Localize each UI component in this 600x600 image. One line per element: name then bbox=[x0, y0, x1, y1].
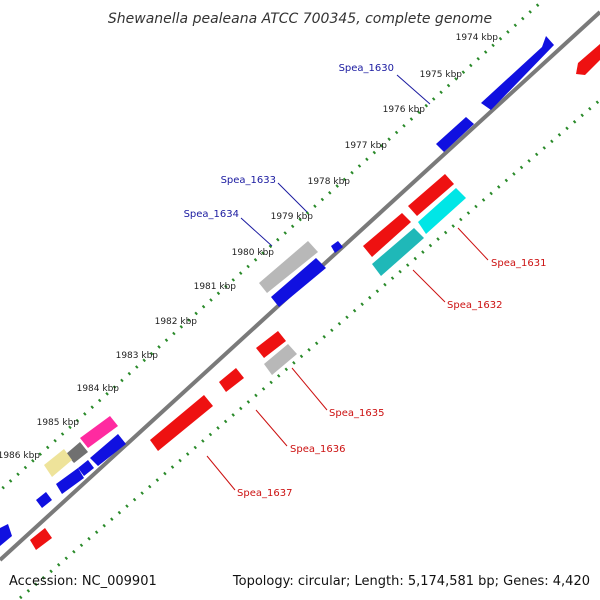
tick-label: 1984 kbp bbox=[77, 384, 120, 394]
gene-arrow[interactable] bbox=[44, 449, 72, 477]
leader-line bbox=[240, 217, 273, 247]
tick-label: 1985 kbp bbox=[37, 418, 80, 428]
map-title: Shewanella pealeana ATCC 700345, complet… bbox=[108, 11, 492, 27]
leader-line bbox=[457, 227, 489, 261]
gene-arrow[interactable] bbox=[363, 213, 411, 257]
tick-label: 1982 kbp bbox=[155, 317, 198, 327]
gene-arrow[interactable] bbox=[408, 174, 454, 216]
gene-arrow[interactable] bbox=[271, 258, 326, 307]
gene-arrow[interactable] bbox=[219, 368, 244, 392]
tick-labels: 1974 kbp 1975 kbp 1976 kbp 1977 kbp 1978… bbox=[0, 33, 498, 461]
gene-arrow[interactable] bbox=[0, 524, 12, 546]
gene-arrow[interactable] bbox=[90, 434, 126, 466]
topology-text: Topology: circular; Length: 5,174,581 bp… bbox=[232, 574, 590, 589]
forward-strand-genes bbox=[0, 36, 554, 546]
gene-arrow[interactable] bbox=[80, 416, 118, 448]
tick-label: 1977 kbp bbox=[345, 141, 388, 151]
tick-label: 1976 kbp bbox=[383, 105, 426, 115]
gene-label-spea-1631[interactable]: Spea_1631 bbox=[491, 258, 546, 269]
gene-arrow[interactable] bbox=[331, 241, 343, 253]
tick-label: 1974 kbp bbox=[456, 33, 499, 43]
gene-arrow[interactable] bbox=[264, 344, 297, 375]
gene-label-spea-1636[interactable]: Spea_1636 bbox=[290, 444, 345, 455]
leader-line bbox=[255, 409, 288, 447]
gene-arrow[interactable] bbox=[150, 395, 213, 451]
gene-label-spea-1632[interactable]: Spea_1632 bbox=[447, 300, 502, 311]
tick-label: 1983 kbp bbox=[116, 351, 159, 361]
gene-arrow[interactable] bbox=[36, 492, 52, 508]
gene-label-spea-1637[interactable]: Spea_1637 bbox=[237, 488, 292, 499]
gene-arrow[interactable] bbox=[30, 528, 52, 550]
inner-dotted-ring bbox=[19, 98, 600, 600]
gene-label-spea-1634[interactable]: Spea_1634 bbox=[184, 209, 239, 220]
gene-arrow[interactable] bbox=[418, 188, 466, 234]
gene-arrow[interactable] bbox=[436, 117, 474, 152]
gene-arrow[interactable] bbox=[66, 442, 88, 463]
gene-arrow[interactable] bbox=[372, 228, 424, 276]
gene-arrow[interactable] bbox=[259, 241, 318, 293]
tick-label: 1979 kbp bbox=[271, 212, 314, 222]
tick-label: 1975 kbp bbox=[420, 70, 463, 80]
gene-arrow[interactable] bbox=[576, 44, 600, 75]
outer-tick-ring bbox=[0, 1, 542, 493]
tick-label: 1978 kbp bbox=[308, 177, 351, 187]
leader-line bbox=[412, 269, 446, 303]
leader-line bbox=[291, 367, 328, 411]
gene-arrow[interactable] bbox=[56, 468, 84, 494]
leader-line bbox=[206, 455, 236, 491]
gene-labels: Spea_1630 Spea_1633 Spea_1634 Spea_1631 … bbox=[184, 63, 547, 499]
gene-label-spea-1635[interactable]: Spea_1635 bbox=[329, 408, 384, 419]
leader-lines bbox=[206, 74, 489, 491]
reverse-strand-genes bbox=[30, 44, 600, 550]
leader-line bbox=[277, 182, 308, 213]
gene-label-spea-1633[interactable]: Spea_1633 bbox=[221, 175, 276, 186]
gene-arrow[interactable] bbox=[78, 460, 94, 476]
leader-line bbox=[396, 74, 431, 105]
gene-arrow[interactable] bbox=[481, 36, 554, 110]
tick-label: 1980 kbp bbox=[232, 248, 275, 258]
tick-label: 1986 kbp bbox=[0, 451, 40, 461]
gene-arrow[interactable] bbox=[256, 331, 286, 358]
accession-text: Accession: NC_009901 bbox=[9, 574, 157, 589]
tick-label: 1981 kbp bbox=[194, 282, 237, 292]
gene-label-spea-1630[interactable]: Spea_1630 bbox=[339, 63, 394, 74]
